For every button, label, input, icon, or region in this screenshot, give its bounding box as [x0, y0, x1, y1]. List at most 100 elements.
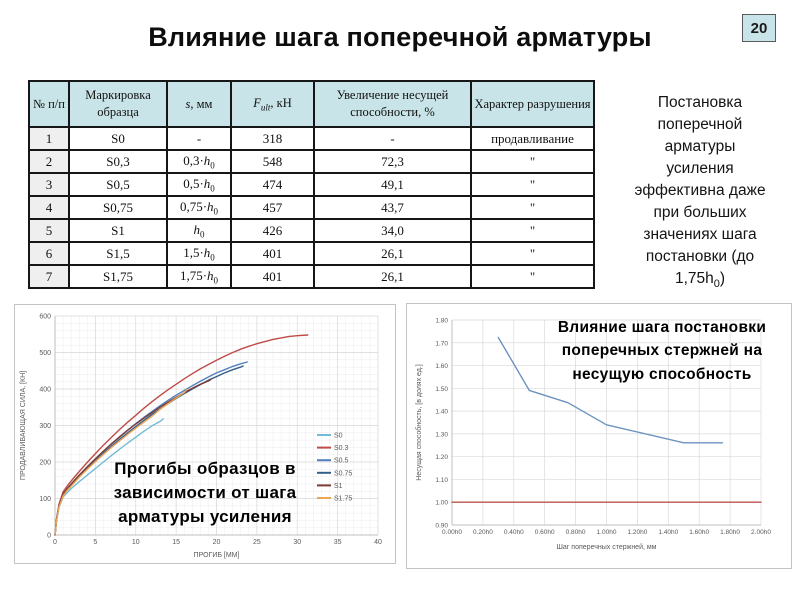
- table-cell: 3: [28, 172, 70, 197]
- svg-text:ПРОДАВЛИВАЮЩАЯ СИЛА, [КН]: ПРОДАВЛИВАЮЩАЯ СИЛА, [КН]: [20, 371, 27, 480]
- table-row: 3 S0,5 0,5·h0 474 49,1 ": [28, 172, 595, 197]
- svg-text:1.80h0: 1.80h0: [720, 529, 740, 536]
- table-cell: S0,3: [68, 149, 168, 174]
- svg-text:S0.5: S0.5: [334, 458, 349, 465]
- svg-text:25: 25: [253, 539, 261, 546]
- table-cell: 1: [28, 126, 70, 151]
- table-cell: ": [470, 241, 595, 266]
- table-cell: 1,75·h0: [166, 264, 232, 289]
- svg-text:0.00h0: 0.00h0: [442, 529, 462, 536]
- table-cell: S1,75: [68, 264, 168, 289]
- column-header: Fult, кН: [230, 80, 315, 128]
- table-cell: S0,5: [68, 172, 168, 197]
- results-table: № п/п Маркировка образца s, мм Fult, кН Увел…: [28, 80, 595, 289]
- table-cell: 474: [230, 172, 315, 197]
- svg-text:0.80h0: 0.80h0: [566, 529, 586, 536]
- svg-text:1.40h0: 1.40h0: [658, 529, 678, 536]
- svg-text:S0.75: S0.75: [334, 470, 352, 477]
- table-cell: 457: [230, 195, 315, 220]
- svg-text:0.60h0: 0.60h0: [535, 529, 555, 536]
- svg-text:1.80: 1.80: [435, 318, 448, 325]
- svg-text:1.60h0: 1.60h0: [689, 529, 709, 536]
- svg-text:2.00h0: 2.00h0: [751, 529, 771, 536]
- table-cell: 72,3: [313, 149, 472, 174]
- page-number-badge: 20: [742, 14, 776, 42]
- results-table-header: № п/п Маркировка образца s, мм Fult, кН Увел…: [28, 80, 595, 128]
- table-cell: 401: [230, 241, 315, 266]
- table-cell: 401: [230, 264, 315, 289]
- column-header: s, мм: [166, 80, 232, 128]
- svg-text:500: 500: [39, 350, 51, 357]
- svg-text:1.20: 1.20: [435, 454, 448, 461]
- svg-text:0: 0: [53, 539, 57, 546]
- table-cell: h0: [166, 218, 232, 243]
- svg-text:35: 35: [334, 539, 342, 546]
- table-row: 5 S1 h0 426 34,0 ": [28, 218, 595, 243]
- svg-text:1.40: 1.40: [435, 409, 448, 416]
- table-cell: 34,0: [313, 218, 472, 243]
- table-row: 7 S1,75 1,75·h0 401 26,1 ": [28, 264, 595, 289]
- table-cell: 426: [230, 218, 315, 243]
- deflection-chart: 0 5 10 15 20 25 30 35 400100200300400500600ПРОГИ…: [20, 314, 382, 560]
- table-cell: 4: [28, 195, 70, 220]
- column-header: Характер разрушения: [470, 80, 595, 128]
- svg-text:1.70: 1.70: [435, 340, 448, 347]
- table-cell: 6: [28, 241, 70, 266]
- table-cell: 26,1: [313, 241, 472, 266]
- slide-title: Влияние шага поперечной арматуры: [148, 22, 652, 52]
- table-cell: 318: [230, 126, 315, 151]
- column-header: Увеличение несущей способности, %: [313, 80, 472, 128]
- svg-text:S0.3: S0.3: [334, 445, 349, 452]
- table-cell: 548: [230, 149, 315, 174]
- svg-text:ПРОГИБ [ММ]: ПРОГИБ [ММ]: [194, 552, 240, 559]
- table-cell: S1: [68, 218, 168, 243]
- svg-text:1.50: 1.50: [435, 386, 448, 393]
- svg-text:200: 200: [39, 460, 51, 467]
- table-row: 2 S0,3 0,3·h0 548 72,3 ": [28, 149, 595, 174]
- results-table-body: 1 S0-318- продавливание 2 S0,3 0,3·h0 548 72,3 "…: [28, 126, 595, 289]
- deflection-chart-panel: 0 5 10 15 20 25 30 35 40 0 100 200 300 400 500 600 ПРОГИ…: [14, 304, 396, 564]
- svg-text:5: 5: [93, 539, 97, 546]
- results-table-header-row: № п/п Маркировка образца s, мм Fult, кН Увел…: [28, 80, 595, 128]
- column-header: Маркировка образца: [68, 80, 168, 128]
- table-cell: 1,5·h0: [166, 241, 232, 266]
- svg-text:S0: S0: [334, 433, 343, 440]
- table-row: 6 S1,5 1,5·h0 401 26,1 ": [28, 241, 595, 266]
- svg-text:20: 20: [213, 539, 221, 546]
- table-cell: 2: [28, 149, 70, 174]
- table-cell: ": [470, 149, 595, 174]
- table-cell: 0,75·h0: [166, 195, 232, 220]
- table-cell: ": [470, 195, 595, 220]
- table-row: 4 S0,75 0,75·h0 457 43,7 ": [28, 195, 595, 220]
- table-cell: ": [470, 264, 595, 289]
- table-cell: продавливание: [470, 126, 595, 151]
- svg-text:Шаг поперечных стержней, мм: Шаг поперечных стержней, мм: [557, 543, 657, 551]
- svg-text:1.00: 1.00: [435, 500, 448, 507]
- table-cell: 43,7: [313, 195, 472, 220]
- capacity-chart: 0.00h0 0.20h0 0.40h0 0.60h0 0.80h0 1.00h0 1.20…: [415, 318, 771, 552]
- column-header: № п/п: [28, 80, 70, 128]
- table-cell: ": [470, 218, 595, 243]
- conclusion-note: Постановка поперечной арматуры усиления эффе…: [634, 94, 766, 291]
- svg-text:400: 400: [39, 387, 51, 394]
- svg-text:0.90: 0.90: [435, 523, 448, 530]
- table-cell: ": [470, 172, 595, 197]
- table-cell: 26,1: [313, 264, 472, 289]
- table-cell: -: [166, 126, 232, 151]
- svg-text:S1: S1: [334, 483, 343, 490]
- capacity-chart-panel: 0.00h0 0.20h0 0.40h0 0.60h0 0.80h0 1.00h0 1.20…: [406, 303, 792, 569]
- svg-text:600: 600: [39, 314, 51, 321]
- table-cell: 7: [28, 264, 70, 289]
- svg-text:40: 40: [374, 539, 382, 546]
- table-cell: 5: [28, 218, 70, 243]
- svg-text:15: 15: [172, 539, 180, 546]
- svg-text:0.40h0: 0.40h0: [504, 529, 524, 536]
- table-cell: 0,3·h0: [166, 149, 232, 174]
- svg-text:10: 10: [132, 539, 140, 546]
- table-cell: -: [313, 126, 472, 151]
- svg-text:1.00h0: 1.00h0: [597, 529, 617, 536]
- svg-text:300: 300: [39, 423, 51, 430]
- table-cell: 0,5·h0: [166, 172, 232, 197]
- svg-text:Несущая способность, [в долях: Несущая способность, [в долях ед.]: [415, 364, 423, 481]
